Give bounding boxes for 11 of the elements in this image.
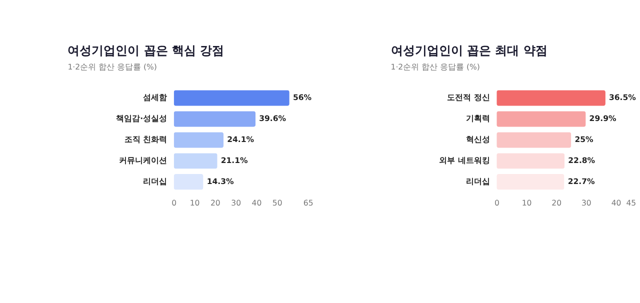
bar: [174, 174, 204, 190]
bar: [496, 132, 572, 148]
bar: [174, 153, 218, 169]
bar: [496, 90, 606, 106]
chart-title: 여성기업인이 꼽은 최대 약점: [390, 43, 548, 58]
bar: [174, 132, 224, 148]
bar: [496, 111, 586, 127]
bar: [174, 90, 290, 106]
bar: [174, 111, 256, 127]
chart-title: 여성기업인이 꼽은 핵심 강점: [68, 43, 224, 58]
bar: [496, 153, 565, 169]
